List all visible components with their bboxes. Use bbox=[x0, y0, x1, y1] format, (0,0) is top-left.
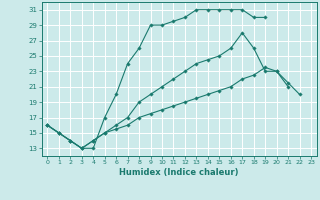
X-axis label: Humidex (Indice chaleur): Humidex (Indice chaleur) bbox=[119, 168, 239, 177]
